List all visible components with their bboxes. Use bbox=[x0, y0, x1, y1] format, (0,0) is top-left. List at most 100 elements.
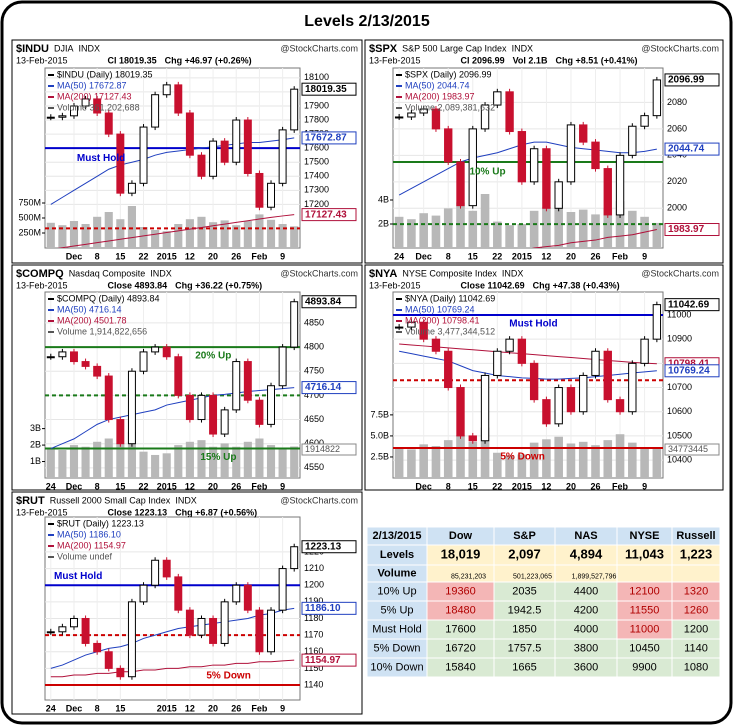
candle bbox=[579, 124, 588, 143]
y-tick-label: 2020 bbox=[667, 176, 687, 186]
x-tick-label: 24 bbox=[46, 703, 56, 713]
x-tick-label: 20 bbox=[208, 703, 218, 713]
plot-content bbox=[45, 292, 300, 478]
volume-bar bbox=[127, 206, 136, 248]
volume-bar bbox=[151, 230, 160, 248]
table-text: 11,043 bbox=[625, 546, 664, 561]
candle bbox=[93, 365, 102, 377]
candle bbox=[529, 362, 539, 401]
volume-bar bbox=[116, 443, 125, 478]
candle bbox=[81, 98, 90, 107]
x-tick-label: Dec bbox=[66, 251, 83, 261]
volume-tick-label: 2B bbox=[378, 218, 389, 228]
table-text: 3600 bbox=[574, 661, 598, 673]
x-tick-label: Feb bbox=[612, 481, 629, 491]
table-text: 19360 bbox=[445, 585, 476, 597]
table-text: 2,097 bbox=[508, 546, 541, 561]
candle bbox=[267, 609, 275, 653]
volume-bar bbox=[69, 221, 79, 248]
x-tick-label: 15 bbox=[468, 251, 478, 261]
candle bbox=[70, 105, 78, 117]
candle bbox=[197, 394, 206, 421]
table-header: S&P bbox=[513, 530, 536, 542]
table-header: Dow bbox=[449, 530, 473, 542]
candle bbox=[127, 601, 136, 678]
volume-bar bbox=[419, 213, 428, 248]
volume-bar bbox=[480, 427, 490, 478]
candle bbox=[58, 115, 67, 118]
price-tag-label: 17127.43 bbox=[305, 209, 347, 220]
price-tag-label: 2096.99 bbox=[668, 75, 705, 86]
candle bbox=[603, 350, 612, 401]
candle bbox=[640, 338, 649, 364]
volume-bar bbox=[554, 204, 563, 248]
y-tick-label: 17600 bbox=[304, 143, 329, 153]
x-tick-label: 20 bbox=[566, 251, 576, 261]
legend-entry: $COMPQ (Daily) 4893.84 bbox=[57, 293, 160, 303]
legend-entry: $INDU (Daily) 18019.35 bbox=[57, 69, 153, 79]
candle bbox=[151, 559, 160, 586]
volume-bar bbox=[652, 448, 662, 478]
page-title: Levels 2/13/2015 bbox=[304, 13, 430, 30]
price-tag-label: 1154.97 bbox=[305, 655, 341, 666]
volume-bar bbox=[290, 226, 299, 248]
candle bbox=[197, 617, 206, 636]
volume-bar bbox=[255, 214, 264, 248]
candle bbox=[591, 350, 600, 376]
y-tick-label: 1150 bbox=[304, 663, 323, 673]
table-text: 1200 bbox=[684, 623, 708, 635]
x-tick-label: 15 bbox=[468, 481, 478, 491]
volume-bar bbox=[162, 231, 171, 248]
table-text: 9900 bbox=[632, 661, 656, 673]
x-tick-label: 26 bbox=[231, 481, 241, 491]
volume-bar bbox=[493, 221, 502, 248]
chart-stat: Chg +47.38 (+0.43%) bbox=[533, 280, 620, 290]
volume-bar bbox=[456, 435, 465, 478]
y-tick-label: 1160 bbox=[304, 646, 323, 656]
x-tick-label: 12 bbox=[541, 251, 551, 261]
y-tick-label: 4850 bbox=[304, 317, 324, 327]
volume-bar bbox=[197, 216, 206, 248]
chart-exchange: INDX bbox=[150, 268, 172, 278]
volume-bar bbox=[93, 216, 102, 248]
candle bbox=[209, 140, 218, 177]
candle bbox=[139, 351, 148, 372]
volume-bar bbox=[58, 225, 67, 248]
y-tick-label: 17400 bbox=[304, 171, 329, 181]
x-tick-label: 12 bbox=[185, 481, 195, 491]
chart-stat: Close 11042.69 bbox=[461, 280, 525, 290]
table-header: Russell bbox=[676, 530, 715, 542]
candle bbox=[456, 161, 465, 207]
volume-bar bbox=[104, 212, 113, 248]
x-tick-label: 8 bbox=[95, 481, 100, 491]
candle bbox=[278, 346, 287, 387]
chart-source: @StockCharts.com bbox=[280, 268, 358, 278]
volume-bar bbox=[603, 208, 613, 248]
x-tick-label: Dec bbox=[415, 251, 432, 261]
table-cell bbox=[671, 564, 721, 583]
candle bbox=[517, 131, 527, 183]
candle bbox=[127, 182, 136, 194]
volume-bar bbox=[443, 208, 453, 248]
candle bbox=[290, 301, 299, 348]
candle bbox=[255, 172, 264, 208]
candle bbox=[468, 435, 477, 442]
volume-bar bbox=[104, 438, 113, 478]
x-tick-label: Dec bbox=[66, 703, 83, 713]
y-tick-label: 17800 bbox=[304, 114, 329, 124]
volume-bar bbox=[542, 439, 551, 478]
chart-exchange: INDX bbox=[175, 495, 197, 505]
y-tick-label: 1140 bbox=[304, 679, 323, 689]
volume-bar bbox=[517, 454, 527, 478]
table-text: 1757.5 bbox=[508, 642, 542, 654]
level-label: 15% Up bbox=[200, 452, 236, 463]
price-tag bbox=[301, 540, 357, 554]
volume-bar bbox=[578, 441, 588, 478]
x-tick-label: 26 bbox=[590, 481, 600, 491]
volume-bar bbox=[139, 451, 148, 478]
volume-bar bbox=[517, 224, 527, 248]
plot-content bbox=[393, 292, 663, 478]
table-text: 11550 bbox=[630, 604, 660, 616]
volume-bar bbox=[209, 222, 218, 248]
candle bbox=[162, 559, 171, 578]
